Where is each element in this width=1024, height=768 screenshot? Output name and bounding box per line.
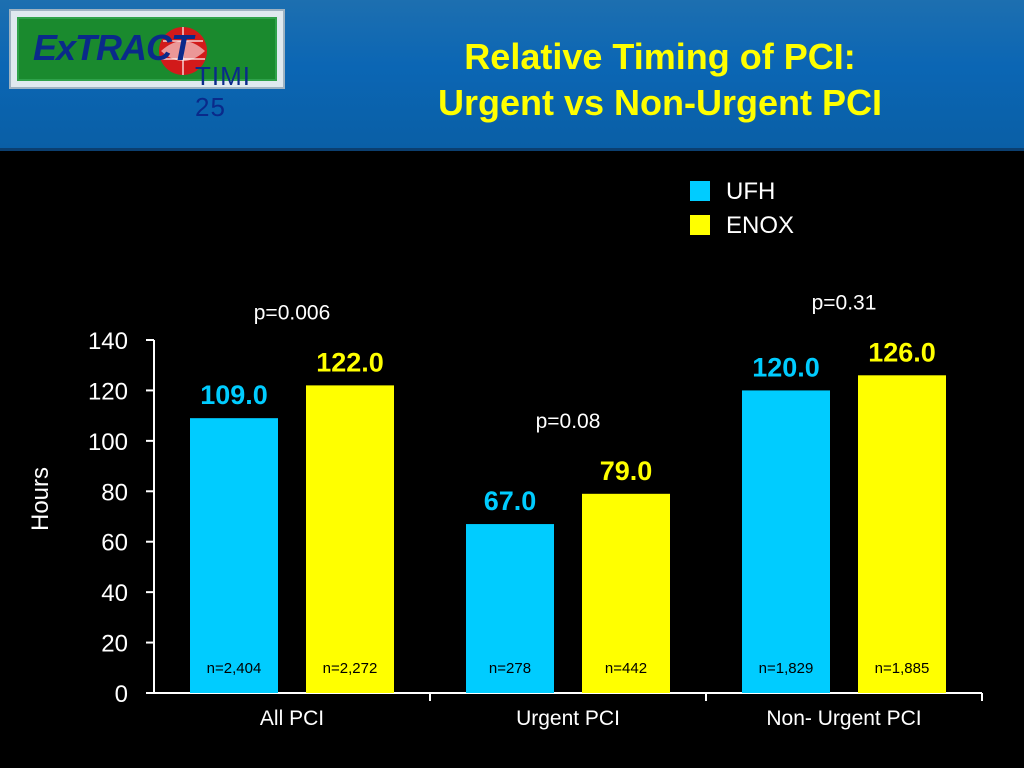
bar-ufh	[466, 524, 554, 693]
y-tick-label: 80	[101, 479, 128, 506]
y-tick-label: 60	[101, 530, 128, 557]
bar-value-label: 122.0	[316, 347, 384, 377]
bar-value-label: 67.0	[484, 486, 537, 516]
bar-n-label: n=1,829	[759, 660, 814, 677]
p-value-label: p=0.006	[254, 301, 331, 324]
logo-text-main: ExTRACT	[33, 27, 193, 68]
title-line-1: Relative Timing of PCI:	[464, 36, 856, 77]
legend-swatch-ufh	[690, 181, 710, 201]
logo-text-sub: TIMI 25	[195, 61, 251, 122]
y-tick-label: 100	[88, 429, 128, 456]
bar-enox	[858, 375, 946, 693]
p-value-label: p=0.08	[536, 410, 601, 433]
logo-background	[17, 17, 277, 81]
x-tick-label: All PCI	[260, 707, 324, 730]
bar-n-label: n=278	[489, 660, 531, 677]
bar-value-label: 79.0	[600, 456, 653, 486]
y-tick-label: 40	[101, 580, 128, 607]
bar-n-label: n=1,885	[875, 660, 930, 677]
extract-timi-logo: ExTRACT TIMI 25	[9, 9, 285, 122]
bar-value-label: 120.0	[752, 352, 820, 382]
y-tick-label: 120	[88, 378, 128, 405]
legend-label-enox: ENOX	[726, 212, 795, 239]
slide-title: Relative Timing of PCI: Urgent vs Non-Ur…	[330, 34, 990, 126]
legend-label-ufh: UFH	[726, 178, 776, 205]
bar-ufh	[190, 418, 278, 693]
p-value-label: p=0.31	[812, 291, 877, 314]
x-tick-label: Urgent PCI	[516, 707, 620, 730]
x-tick-label: Non- Urgent PCI	[766, 707, 921, 730]
bar-value-label: 109.0	[200, 380, 268, 410]
bar-n-label: n=2,404	[207, 660, 262, 677]
globe-heart-icon	[159, 27, 207, 75]
y-tick-label: 140	[88, 328, 128, 355]
bar-enox	[306, 385, 394, 693]
y-tick-label: 0	[115, 681, 128, 708]
bar-n-label: n=442	[605, 660, 647, 677]
bar-ufh	[742, 390, 830, 693]
y-tick-label: 20	[101, 631, 128, 658]
bar-n-label: n=2,272	[323, 660, 378, 677]
bar-enox	[582, 493, 670, 693]
legend-swatch-enox	[690, 215, 710, 235]
header-divider	[0, 148, 1024, 151]
bar-value-label: 126.0	[868, 337, 936, 367]
title-line-2: Urgent vs Non-Urgent PCI	[437, 82, 883, 123]
